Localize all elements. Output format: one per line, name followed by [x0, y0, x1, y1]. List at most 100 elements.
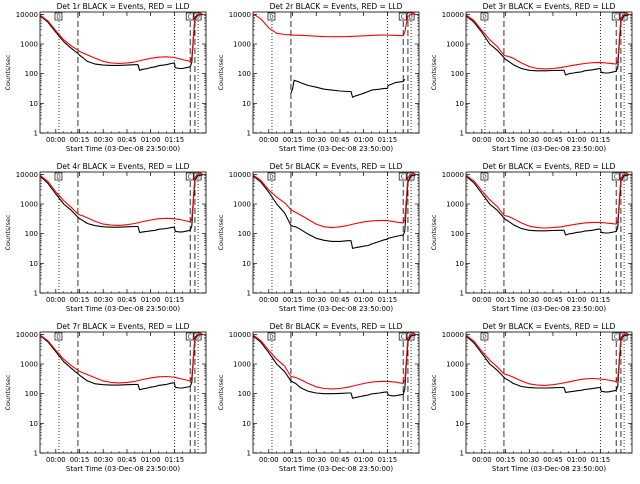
marker-box — [398, 12, 407, 21]
y-axis-label: Counts/sec — [4, 374, 12, 410]
y-tick-label: 1000 — [233, 41, 251, 49]
plot-frame — [39, 11, 207, 134]
y-tick-label: 10000 — [229, 11, 251, 19]
plot-frame — [252, 171, 420, 294]
x-tick-label: 00:15 — [283, 456, 303, 464]
x-axis-label: Start Time (03-Dec-08 23:50:00) — [66, 465, 180, 473]
series-line-lld — [465, 13, 629, 70]
detector-panel-7: Det 7r BLACK = Events, RED = LLD 1 10 100 10… — [0, 320, 213, 480]
x-tick-label: 00:30 — [306, 136, 326, 144]
marker-box — [185, 332, 194, 341]
x-tick-label: 01:00 — [141, 136, 161, 144]
marker-box-label: C — [401, 335, 405, 341]
y-tick-label: 1 — [460, 290, 464, 298]
chart-title: Det 3r BLACK = Events, RED = LLD — [483, 2, 616, 11]
marker-box — [193, 332, 202, 341]
y-tick-label: 10 — [455, 260, 464, 268]
y-tick-label: 1 — [247, 450, 251, 458]
marker-box-label: C — [614, 335, 618, 341]
series-line-lld — [39, 13, 203, 65]
marker-box-label: D — [56, 15, 60, 21]
marker-box — [406, 12, 415, 21]
y-tick-label: 100 — [451, 390, 464, 398]
y-tick-label: 1000 — [446, 201, 464, 209]
marker-box — [398, 332, 407, 341]
x-tick-label: 01:00 — [354, 136, 374, 144]
x-axis-label: Start Time (03-Dec-08 23:50:00) — [279, 145, 393, 153]
x-tick-label: 00:15 — [70, 456, 90, 464]
x-axis-label: Start Time (03-Dec-08 23:50:00) — [492, 145, 606, 153]
chart-title: Det 9r BLACK = Events, RED = LLD — [483, 322, 616, 331]
chart-title: Det 7r BLACK = Events, RED = LLD — [57, 322, 190, 331]
y-axis-label: Counts/sec — [430, 54, 438, 90]
marker-box — [398, 172, 407, 181]
y-axis-label: Counts/sec — [430, 214, 438, 250]
x-tick-label: 01:00 — [141, 296, 161, 304]
x-tick-label: 01:15 — [165, 136, 185, 144]
x-tick-label: 01:00 — [354, 456, 374, 464]
chart-title: Det 2r BLACK = Events, RED = LLD — [270, 2, 403, 11]
marker-box-label: C — [614, 175, 618, 181]
y-tick-label: 1000 — [446, 41, 464, 49]
y-tick-label: 10000 — [229, 171, 251, 179]
series-line-events — [290, 78, 406, 98]
marker-box — [480, 12, 489, 21]
chart-svg: Det 1r BLACK = Events, RED = LLD 1 10 100 10… — [4, 2, 207, 153]
chart-title: Det 6r BLACK = Events, RED = LLD — [483, 162, 616, 171]
y-tick-label: 100 — [25, 230, 38, 238]
plot-frame — [465, 11, 633, 134]
detector-panel-9: Det 9r BLACK = Events, RED = LLD 1 10 100 10… — [426, 320, 639, 480]
x-tick-label: 00:00 — [259, 456, 279, 464]
series-line-lld — [465, 333, 629, 386]
marker-box-label: C — [401, 15, 405, 21]
y-tick-label: 10000 — [442, 171, 464, 179]
marker-box-label: D — [269, 175, 273, 181]
marker-box — [267, 332, 276, 341]
series-line-events — [465, 14, 629, 76]
marker-box-label: D — [56, 175, 60, 181]
series-line-lld — [465, 173, 629, 229]
detector-panel-3: Det 3r BLACK = Events, RED = LLD 1 10 100 10… — [426, 0, 639, 160]
x-tick-label: 01:00 — [567, 296, 587, 304]
x-axis-label: Start Time (03-Dec-08 23:50:00) — [492, 465, 606, 473]
series-line-events — [465, 174, 629, 236]
x-tick-label: 00:45 — [543, 136, 563, 144]
y-tick-label: 100 — [451, 230, 464, 238]
y-tick-label: 10000 — [442, 11, 464, 19]
x-tick-label: 01:00 — [354, 296, 374, 304]
x-tick-label: 00:00 — [472, 296, 492, 304]
marker-box-label: D — [482, 15, 486, 21]
x-tick-label: 00:15 — [496, 456, 516, 464]
x-tick-label: 00:45 — [543, 456, 563, 464]
y-axis-label: Counts/sec — [430, 374, 438, 410]
x-tick-label: 00:45 — [330, 296, 350, 304]
y-tick-label: 1000 — [20, 41, 38, 49]
x-tick-label: 00:45 — [330, 136, 350, 144]
detector-panel-2: Det 2r BLACK = Events, RED = LLD 1 10 100 10… — [213, 0, 426, 160]
chart-title: Det 1r BLACK = Events, RED = LLD — [57, 2, 190, 11]
marker-box — [54, 332, 63, 341]
chart-svg: Det 6r BLACK = Events, RED = LLD 1 10 100 10… — [430, 162, 633, 313]
x-tick-label: 00:30 — [93, 296, 113, 304]
x-tick-label: 00:30 — [93, 136, 113, 144]
x-tick-label: 01:15 — [378, 136, 398, 144]
series-line-lld — [252, 173, 416, 229]
x-tick-label: 00:00 — [259, 136, 279, 144]
y-tick-label: 10 — [29, 100, 38, 108]
chart-title: Det 5r BLACK = Events, RED = LLD — [270, 162, 403, 171]
series-line-events — [39, 14, 203, 71]
x-tick-label: 00:45 — [117, 136, 137, 144]
x-axis-label: Start Time (03-Dec-08 23:50:00) — [279, 305, 393, 313]
y-tick-label: 10 — [455, 420, 464, 428]
x-tick-label: 00:15 — [496, 296, 516, 304]
x-tick-label: 00:00 — [46, 296, 66, 304]
series-line-lld — [252, 13, 416, 38]
x-tick-label: 01:15 — [165, 296, 185, 304]
x-tick-label: 00:00 — [472, 456, 492, 464]
y-tick-label: 10 — [242, 420, 251, 428]
x-tick-label: 00:00 — [472, 136, 492, 144]
x-tick-label: 00:00 — [46, 456, 66, 464]
x-tick-label: 00:30 — [306, 456, 326, 464]
x-tick-label: 00:45 — [543, 296, 563, 304]
plot-frame — [465, 331, 633, 454]
